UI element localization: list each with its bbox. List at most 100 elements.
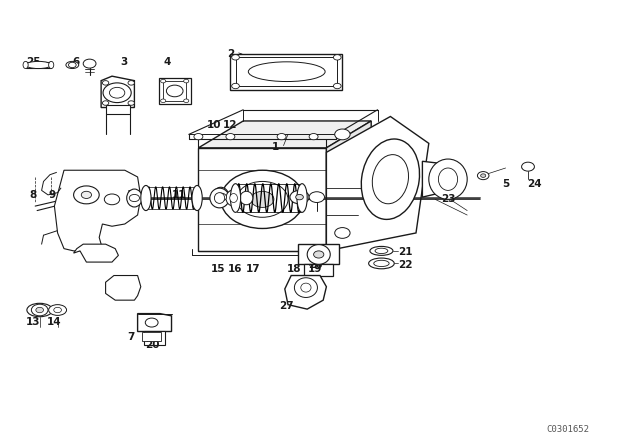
Text: 19: 19 [308, 264, 322, 274]
Text: 17: 17 [246, 264, 260, 274]
Polygon shape [144, 331, 165, 345]
Ellipse shape [240, 191, 253, 205]
Ellipse shape [230, 184, 241, 212]
Circle shape [232, 83, 239, 89]
Circle shape [215, 193, 227, 201]
Ellipse shape [109, 87, 125, 98]
Ellipse shape [301, 283, 311, 292]
Ellipse shape [49, 305, 67, 315]
Circle shape [309, 192, 324, 202]
Circle shape [129, 194, 140, 202]
Ellipse shape [372, 155, 408, 204]
Circle shape [481, 174, 486, 177]
Circle shape [335, 129, 350, 140]
Circle shape [232, 55, 239, 60]
Circle shape [74, 186, 99, 204]
Text: 9: 9 [49, 190, 56, 200]
Ellipse shape [369, 258, 394, 269]
Text: 8: 8 [29, 190, 37, 200]
Ellipse shape [221, 170, 304, 228]
Ellipse shape [127, 189, 142, 207]
Circle shape [290, 190, 309, 204]
Text: C0301652: C0301652 [547, 425, 590, 434]
Polygon shape [326, 116, 429, 251]
Text: 21: 21 [398, 247, 412, 257]
Polygon shape [285, 276, 326, 309]
Circle shape [161, 79, 166, 83]
Polygon shape [26, 62, 51, 68]
Ellipse shape [375, 248, 388, 254]
Ellipse shape [227, 190, 240, 204]
Ellipse shape [27, 303, 52, 317]
Ellipse shape [212, 187, 229, 207]
Ellipse shape [141, 185, 151, 211]
Text: 2: 2 [227, 49, 234, 59]
Ellipse shape [66, 61, 79, 69]
Text: 10: 10 [127, 190, 141, 200]
Ellipse shape [361, 139, 420, 220]
Ellipse shape [192, 185, 202, 211]
Circle shape [184, 99, 189, 103]
Polygon shape [198, 121, 371, 148]
Circle shape [335, 228, 350, 238]
Circle shape [477, 172, 489, 180]
Polygon shape [106, 105, 130, 114]
Text: 4: 4 [164, 57, 172, 67]
Bar [230, 54, 342, 90]
Polygon shape [138, 314, 172, 332]
Text: 11: 11 [172, 190, 186, 200]
Circle shape [102, 81, 109, 85]
Polygon shape [101, 76, 134, 108]
Circle shape [194, 134, 203, 140]
Ellipse shape [210, 188, 229, 208]
Polygon shape [326, 121, 371, 251]
Circle shape [83, 59, 96, 68]
Text: 16: 16 [228, 264, 243, 274]
Text: 14: 14 [47, 317, 61, 327]
Ellipse shape [370, 246, 393, 255]
Circle shape [145, 318, 158, 327]
Circle shape [31, 304, 48, 316]
Text: 20: 20 [145, 340, 159, 350]
Ellipse shape [226, 190, 241, 206]
Ellipse shape [438, 168, 458, 190]
Circle shape [184, 79, 189, 83]
Circle shape [309, 134, 318, 140]
Circle shape [333, 55, 341, 60]
Circle shape [296, 194, 303, 200]
Polygon shape [74, 244, 118, 262]
Bar [163, 81, 186, 101]
Text: 23: 23 [441, 194, 455, 204]
Ellipse shape [26, 61, 51, 69]
Ellipse shape [214, 193, 225, 203]
Text: 26: 26 [308, 260, 322, 270]
Text: 25: 25 [26, 57, 40, 67]
Circle shape [54, 307, 61, 313]
Text: 1: 1 [271, 142, 279, 152]
Ellipse shape [294, 278, 317, 297]
Ellipse shape [297, 184, 307, 212]
Bar [236, 57, 337, 86]
Text: 7: 7 [127, 332, 135, 342]
Ellipse shape [374, 260, 389, 267]
Polygon shape [54, 170, 141, 251]
Bar [142, 332, 161, 341]
Circle shape [104, 194, 120, 205]
Ellipse shape [429, 159, 467, 199]
Text: 10: 10 [207, 121, 221, 130]
Circle shape [81, 191, 92, 198]
Circle shape [128, 101, 134, 105]
Text: 15: 15 [211, 264, 225, 274]
Ellipse shape [307, 245, 330, 264]
Polygon shape [298, 244, 339, 264]
Circle shape [161, 99, 166, 103]
Bar [159, 78, 191, 104]
Text: 6: 6 [72, 57, 79, 67]
Circle shape [128, 81, 134, 85]
Ellipse shape [237, 181, 288, 217]
Ellipse shape [23, 61, 28, 69]
Ellipse shape [166, 85, 183, 97]
Circle shape [226, 134, 235, 140]
Text: 22: 22 [398, 260, 412, 270]
Polygon shape [304, 264, 333, 276]
